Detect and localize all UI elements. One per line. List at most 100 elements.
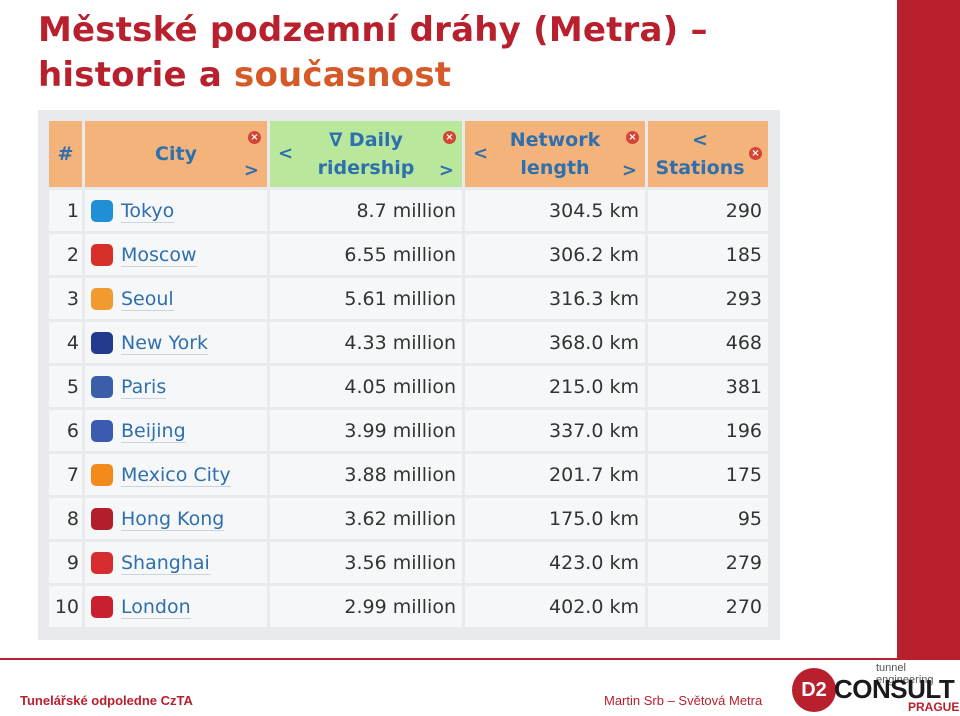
cell-city[interactable]: Beijing [85,410,267,451]
cell-rank: 7 [49,454,82,495]
table-row: 7 Mexico City 3.88 million 201.7 km 175 [49,454,768,495]
remove-column-icon[interactable]: × [749,147,762,160]
city-link[interactable]: Mexico City [121,463,231,487]
cell-stations: 290 [648,190,768,231]
shanghai-metro-icon [91,551,113,574]
cell-rank: 8 [49,498,82,539]
cell-rank: 1 [49,190,82,231]
city-link[interactable]: Hong Kong [121,507,225,531]
cell-city[interactable]: New York [85,322,267,363]
cell-rank: 2 [49,234,82,275]
right-accent-bar [897,0,960,660]
mexico-city-metro-icon [91,463,113,486]
table-header-row: # City × > < ∇ Daily ridership × > < [49,121,768,187]
city-link[interactable]: Paris [121,375,167,399]
cell-daily-ridership: 4.05 million [270,366,462,407]
city-link[interactable]: New York [121,331,209,355]
sort-right-icon[interactable]: > [621,160,637,181]
paris-metro-icon [91,375,113,398]
cell-daily-ridership: 8.7 million [270,190,462,231]
cell-network-length: 215.0 km [465,366,645,407]
cell-daily-ridership: 6.55 million [270,234,462,275]
table-body: 1 Tokyo 8.7 million 304.5 km 290 2 Moscow 6.55 … [49,190,768,627]
table-row: 2 Moscow 6.55 million 306.2 km 185 [49,234,768,275]
metro-ridership-table: # City × > < ∇ Daily ridership × > < [46,118,771,630]
cell-city[interactable]: Hong Kong [85,498,267,539]
cell-rank: 9 [49,542,82,583]
cell-city[interactable]: Tokyo [85,190,267,231]
cell-city[interactable]: Moscow [85,234,267,275]
city-link[interactable]: Tokyo [121,199,175,223]
cell-network-length: 337.0 km [465,410,645,451]
logo-consult: CONSULT [834,674,955,704]
page-number: Strana 6 [898,619,942,631]
title-line-2a: historie a [38,55,235,95]
header-network-length[interactable]: < Network length × > [465,121,645,187]
remove-column-icon[interactable]: × [626,131,639,144]
cell-network-length: 423.0 km [465,542,645,583]
cell-stations: 95 [648,498,768,539]
hong-kong-mtr-icon [91,507,113,530]
city-link[interactable]: Seoul [121,287,174,311]
table-row: 3 Seoul 5.61 million 316.3 km 293 [49,278,768,319]
city-link[interactable]: Shanghai [121,551,210,575]
london-underground-icon [91,595,113,618]
tokyo-metro-icon [91,199,113,222]
header-city[interactable]: City × > [85,121,267,187]
cell-stations: 175 [648,454,768,495]
cell-city[interactable]: Mexico City [85,454,267,495]
cell-network-length: 316.3 km [465,278,645,319]
cell-city[interactable]: Shanghai [85,542,267,583]
header-stations[interactable]: < Stations × [648,121,768,187]
sort-left-icon[interactable]: < [278,143,294,164]
header-daily-ridership[interactable]: < ∇ Daily ridership × > [270,121,462,187]
cell-rank: 5 [49,366,82,407]
logo-d2-badge: D2 [792,668,836,712]
cell-daily-ridership: 2.99 million [270,586,462,627]
cell-network-length: 402.0 km [465,586,645,627]
table-row: 10 London 2.99 million 402.0 km 270 [49,586,768,627]
footer-author: Martin Srb – Světová Metra [604,693,763,708]
cell-daily-ridership: 3.99 million [270,410,462,451]
remove-column-icon[interactable]: × [248,131,261,144]
cell-stations: 185 [648,234,768,275]
logo-prague: PRAGUE [908,700,960,714]
cell-daily-ridership: 3.88 million [270,454,462,495]
cell-city[interactable]: London [85,586,267,627]
remove-column-icon[interactable]: × [443,131,456,144]
new-york-mta-icon [91,331,113,354]
moscow-metro-icon [91,243,113,266]
title-line-1: Městské podzemní dráhy (Metra) – [38,10,708,50]
cell-rank: 6 [49,410,82,451]
header-rank[interactable]: # [49,121,82,187]
table-row: 5 Paris 4.05 million 215.0 km 381 [49,366,768,407]
city-link[interactable]: London [121,595,191,619]
footer-event: Tunelářské odpoledne CzTA [20,693,193,708]
cell-stations: 279 [648,542,768,583]
cell-stations: 270 [648,586,768,627]
table-row: 1 Tokyo 8.7 million 304.5 km 290 [49,190,768,231]
cell-rank: 10 [49,586,82,627]
cell-stations: 468 [648,322,768,363]
logo-tagline: tunnel engineering [876,662,934,686]
city-link[interactable]: Moscow [121,243,197,267]
footer-divider [0,658,960,660]
sort-right-icon[interactable]: > [243,160,259,181]
cell-city[interactable]: Paris [85,366,267,407]
cell-network-length: 368.0 km [465,322,645,363]
cell-rank: 3 [49,278,82,319]
beijing-subway-icon [91,419,113,442]
sort-left-icon[interactable]: < [473,143,489,164]
slide-title: Městské podzemní dráhy (Metra) – histori… [38,8,708,98]
table-row: 8 Hong Kong 3.62 million 175.0 km 95 [49,498,768,539]
cell-daily-ridership: 3.62 million [270,498,462,539]
cell-network-length: 175.0 km [465,498,645,539]
cell-daily-ridership: 5.61 million [270,278,462,319]
seoul-metro-icon [91,287,113,310]
table-row: 9 Shanghai 3.56 million 423.0 km 279 [49,542,768,583]
sort-right-icon[interactable]: > [438,160,454,181]
title-line-2b: současnost [234,55,452,95]
cell-city[interactable]: Seoul [85,278,267,319]
city-link[interactable]: Beijing [121,419,186,443]
